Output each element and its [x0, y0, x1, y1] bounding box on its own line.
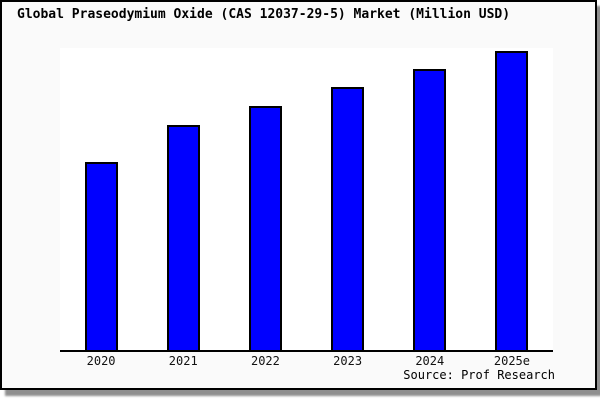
x-tick-label-2021: 2021: [168, 354, 198, 368]
bar-slot-2022: [224, 48, 306, 350]
x-tick-label-2025e: 2025e: [493, 354, 530, 368]
chart-card: Global Praseodymium Oxide (CAS 12037-29-…: [0, 0, 597, 390]
bar-slot-2021: [142, 48, 224, 350]
x-tick-label-2023: 2023: [333, 354, 363, 368]
x-axis-tick-labels: 2020 2021 2022 2023 2024 2025e: [60, 354, 553, 368]
bar-2025e: [495, 51, 529, 350]
source-note: Source: Prof Research: [403, 368, 555, 382]
bar-2023: [331, 87, 365, 350]
bar-2021: [166, 125, 200, 350]
bar-2024: [413, 69, 447, 350]
bar-2022: [248, 105, 282, 350]
bar-slot-2024: [389, 48, 471, 350]
bar-slot-2025e: [471, 48, 553, 350]
chart-title: Global Praseodymium Oxide (CAS 12037-29-…: [17, 7, 511, 22]
bar-2020: [84, 162, 118, 350]
plot-area: [60, 48, 553, 352]
x-tick-label-2022: 2022: [250, 354, 280, 368]
x-tick-label-2024: 2024: [415, 354, 445, 368]
bar-slot-2023: [307, 48, 389, 350]
x-tick-label-2020: 2020: [86, 354, 116, 368]
bar-slot-2020: [60, 48, 142, 350]
